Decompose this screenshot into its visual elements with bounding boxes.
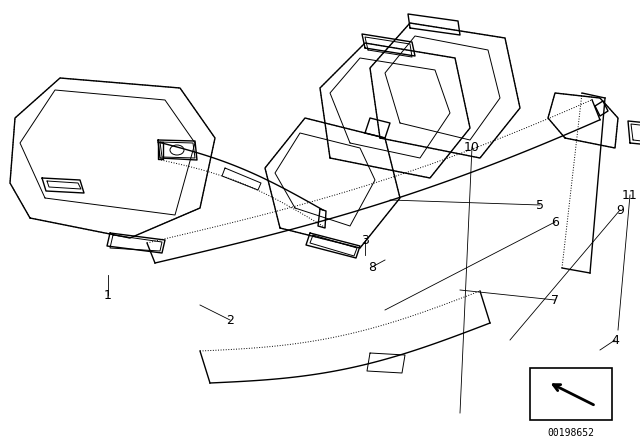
Text: 8: 8 — [368, 260, 376, 273]
Text: 2: 2 — [226, 314, 234, 327]
Text: 4: 4 — [611, 333, 619, 346]
Text: 7: 7 — [551, 293, 559, 306]
Text: 9: 9 — [616, 203, 624, 216]
Text: 10: 10 — [464, 141, 480, 154]
Text: 11: 11 — [622, 189, 638, 202]
Text: 00198652: 00198652 — [547, 428, 595, 438]
Text: 3: 3 — [361, 233, 369, 246]
Text: 1: 1 — [104, 289, 112, 302]
Bar — [530, 368, 612, 420]
Text: 5: 5 — [536, 198, 544, 211]
Text: 6: 6 — [551, 215, 559, 228]
